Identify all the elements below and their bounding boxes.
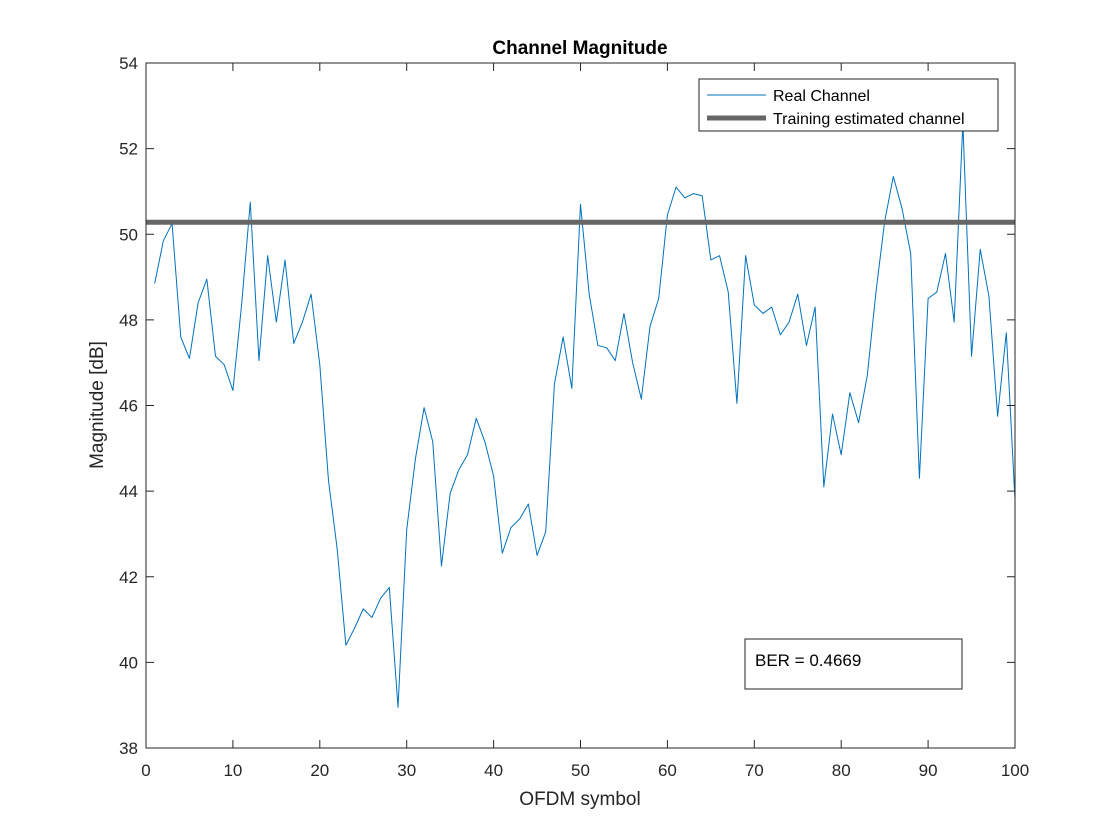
y-tick-label: 46 bbox=[119, 397, 138, 416]
y-tick-label: 42 bbox=[119, 568, 138, 587]
ber-annotation-text: BER = 0.4669 bbox=[755, 651, 861, 670]
plot-area bbox=[146, 63, 1015, 748]
x-tick-label: 30 bbox=[397, 761, 416, 780]
y-tick-label: 50 bbox=[119, 225, 138, 244]
y-tick-label: 48 bbox=[119, 311, 138, 330]
legend-label-real-channel: Real Channel bbox=[773, 88, 870, 105]
legend-box bbox=[698, 78, 999, 132]
ber-annotation: BER = 0.4669 bbox=[744, 638, 963, 690]
x-tick-label: 10 bbox=[223, 761, 242, 780]
y-tick-label: 40 bbox=[119, 653, 138, 672]
x-tick-label: 0 bbox=[141, 761, 150, 780]
y-tick-label: 38 bbox=[119, 739, 138, 758]
y-tick-label: 52 bbox=[119, 140, 138, 159]
y-tick-label: 44 bbox=[119, 482, 138, 501]
x-tick-label: 50 bbox=[571, 761, 590, 780]
axes-layer: 0 10 20 30 40 50 60 70 80 90 100 38 40 42 44 46 48 50 52 54 bbox=[119, 54, 1029, 780]
chart-title: Channel Magnitude bbox=[492, 38, 667, 59]
series-line-real-channel bbox=[154, 122, 1016, 708]
legend: Real Channel Training estimated channel bbox=[698, 78, 999, 132]
x-tick-label: 100 bbox=[1001, 761, 1029, 780]
x-tick-label: 90 bbox=[919, 761, 938, 780]
ber-annotation-box bbox=[744, 638, 963, 690]
series-layer bbox=[146, 122, 1016, 708]
y-tick-label: 54 bbox=[119, 54, 138, 73]
x-tick-label: 20 bbox=[310, 761, 329, 780]
x-axis-label: OFDM symbol bbox=[519, 789, 640, 810]
y-axis-label: Magnitude [dB] bbox=[87, 341, 108, 469]
x-tick-label: 60 bbox=[658, 761, 677, 780]
legend-label-training-estimated-channel: Training estimated channel bbox=[773, 111, 965, 128]
x-tick-label: 80 bbox=[832, 761, 851, 780]
x-tick-label: 40 bbox=[484, 761, 503, 780]
x-tick-label: 70 bbox=[745, 761, 764, 780]
